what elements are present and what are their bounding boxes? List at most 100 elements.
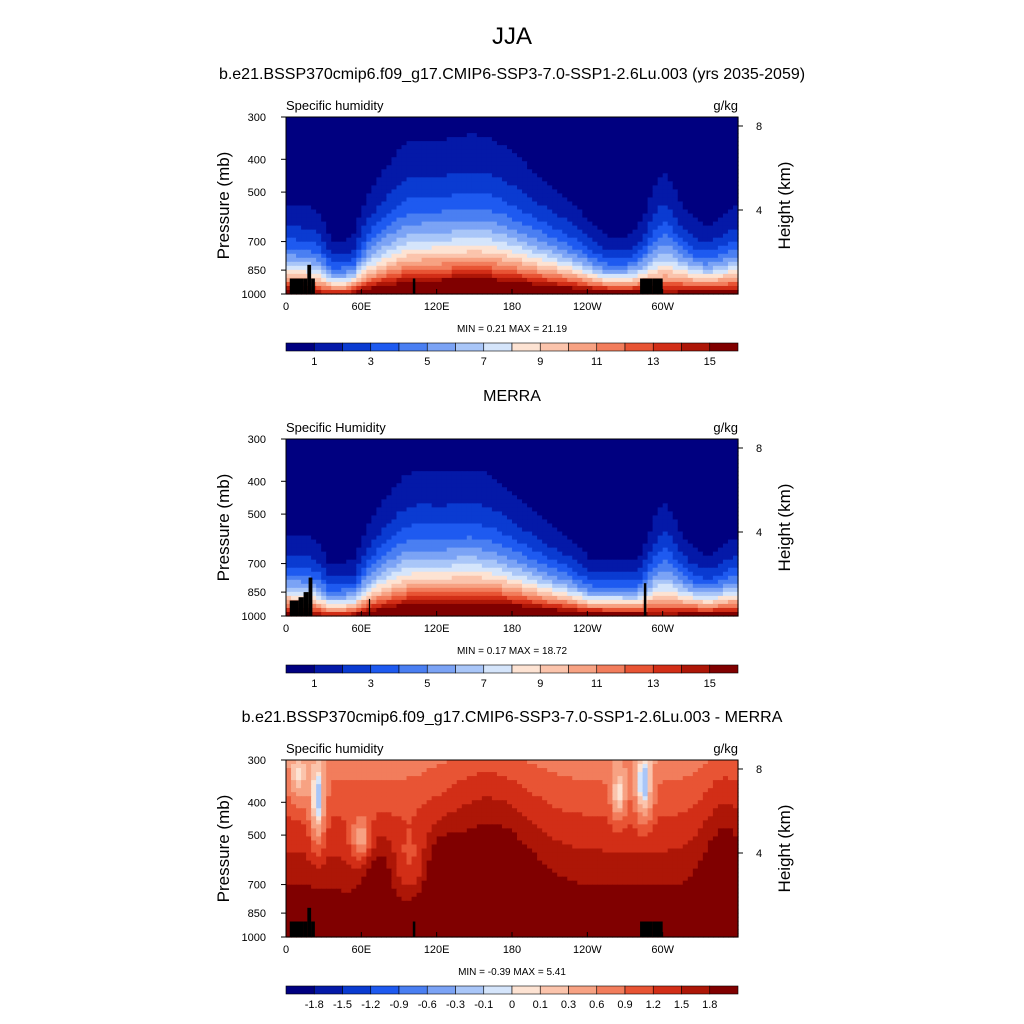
contour-cell [386,141,393,146]
contour-cell [321,205,327,211]
contour-cell [532,459,538,464]
contour-cell [722,181,729,186]
contour-cell [722,475,729,480]
contour-cell [386,125,393,130]
contour-cell [421,463,428,468]
contour-cell [461,133,468,138]
contour-cell [667,213,674,219]
contour-cell [361,157,367,162]
contour-cell [547,185,553,191]
contour-cell [592,141,598,146]
contour-cell [602,233,609,239]
contour-cell [346,237,352,243]
contour-cell [562,463,568,468]
contour-cell [461,197,468,203]
contour-cell [667,149,674,154]
contour-cell [697,475,704,480]
contour-cell [607,201,614,207]
contour-cell [296,205,302,211]
contour-cell [326,133,332,138]
contour-cell [471,169,478,174]
contour-cell [617,225,624,231]
contour-cell [326,169,332,174]
contour-cell [456,249,463,255]
contour-cell [376,137,383,142]
contour-cell [692,125,699,130]
contour-cell [481,289,488,295]
contour-cell [707,157,714,162]
contour-cell [351,197,357,203]
contour-cell [592,181,598,186]
contour-cell [572,141,578,146]
contour-cell [702,257,709,263]
contour-cell [406,137,413,142]
contour-cell [436,471,443,476]
contour-cell [341,467,347,472]
contour-cell [697,121,704,126]
contour-cell [411,249,418,255]
contour-cell [512,137,518,142]
contour-cell [291,245,297,251]
contour-cell [527,463,533,468]
contour-cell [647,129,654,134]
contour-cell [647,177,654,182]
contour-cell [436,133,443,138]
contour-cell [436,439,443,444]
contour-cell [451,249,458,255]
contour-cell [351,455,357,460]
contour-cell [597,249,603,255]
contour-cell [702,125,709,130]
contour-cell [451,213,458,219]
contour-cell [522,221,528,227]
contour-cell [547,121,553,126]
contour-cell [436,277,443,283]
contour-cell [416,257,423,263]
contour-cell [552,459,558,464]
contour-cell [296,145,302,150]
contour-cell [692,165,699,170]
contour-cell [702,137,709,142]
contour-cell [486,193,493,199]
contour-cell [622,153,629,158]
contour-cell [607,289,614,295]
contour-cell [461,479,468,484]
contour-cell [642,237,649,243]
contour-cell [577,149,583,154]
contour-cell [652,463,659,468]
contour-cell [371,459,377,464]
contour-cell [552,217,558,223]
contour-cell [707,471,714,476]
contour-cell [637,177,644,182]
contour-cell [291,181,297,186]
contour-cell [562,181,568,186]
contour-cell [321,157,327,162]
contour-cell [506,161,513,166]
contour-cell [702,265,709,271]
contour-cell [597,261,603,267]
contour-cell [732,217,739,223]
contour-cell [506,467,513,472]
contour-cell [396,257,403,263]
contour-cell [416,443,423,448]
contour-cell [461,467,468,472]
contour-cell [331,145,337,150]
contour-cell [587,213,593,219]
contour-cell [466,475,473,480]
contour-cell [657,261,664,267]
contour-cell [311,141,317,146]
contour-cell [557,169,563,174]
contour-cell [677,117,684,122]
contour-cell [612,185,619,191]
contour-cell [602,285,609,291]
contour-cell [406,193,413,199]
contour-cell [396,193,403,199]
colorbar-label: 7 [481,356,487,368]
contour-cell [491,117,498,122]
contour-cell [627,133,634,138]
contour-cell [416,265,423,271]
contour-cell [421,241,428,247]
contour-cell [336,161,342,166]
contour-cell [416,209,423,215]
contour-cell [376,145,383,150]
contour-cell [652,153,659,158]
